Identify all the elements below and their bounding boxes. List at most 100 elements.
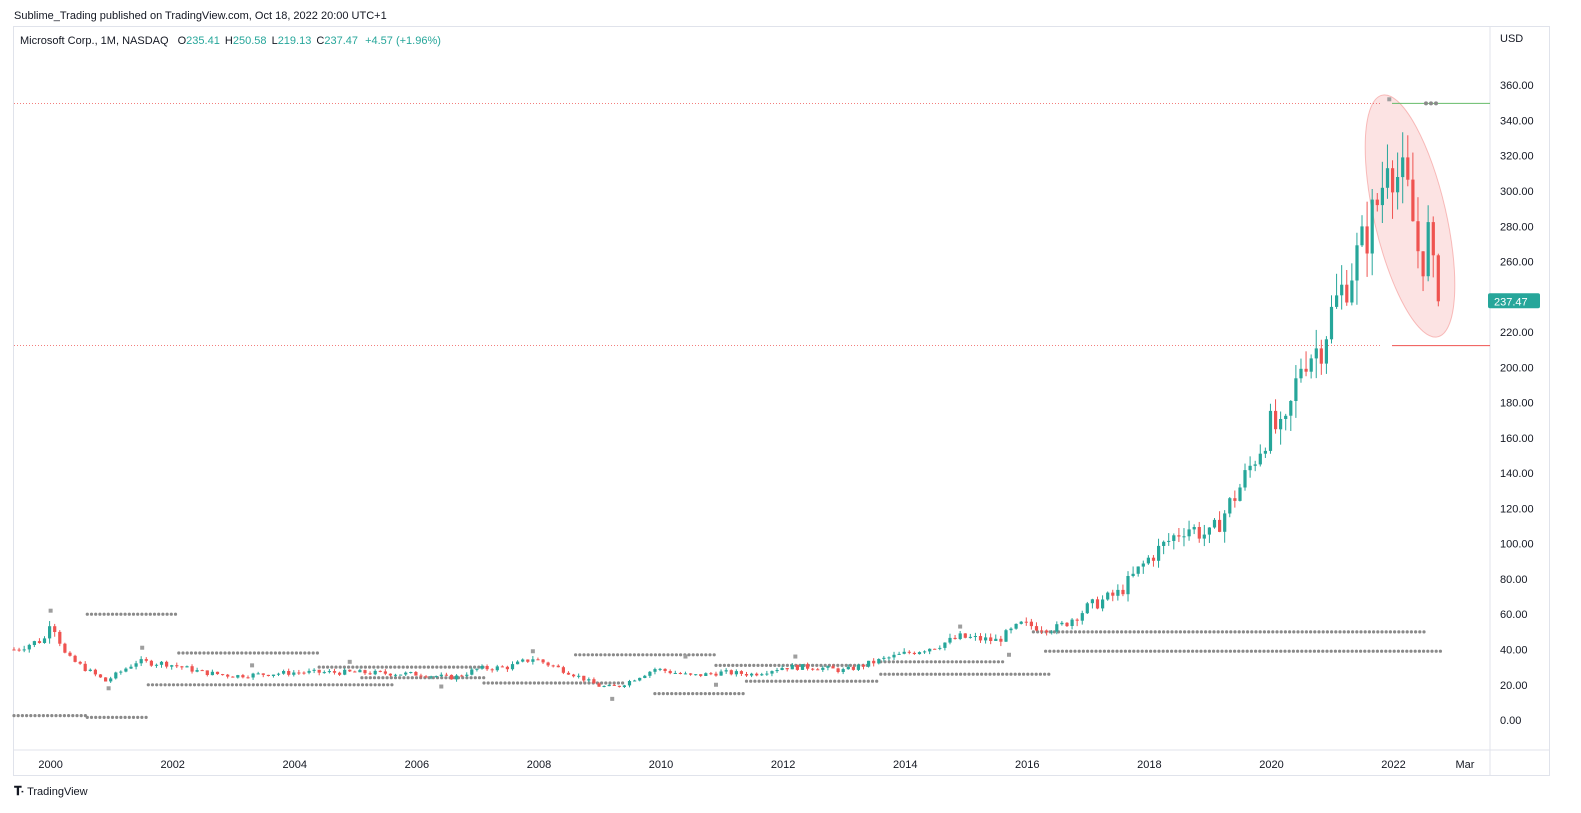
dotted-level-15 bbox=[1266, 649, 1270, 653]
dotted-level-15 bbox=[1182, 649, 1186, 653]
dotted-level-11 bbox=[753, 679, 757, 683]
dotted-level-15 bbox=[1321, 649, 1325, 653]
dotted-level-14 bbox=[1183, 630, 1187, 634]
dotted-level-14 bbox=[1401, 630, 1405, 634]
dotted-level-5 bbox=[326, 665, 330, 669]
dotted-level-5 bbox=[330, 665, 334, 669]
dotted-level-14 bbox=[1254, 630, 1258, 634]
candle-body bbox=[210, 671, 214, 676]
candle-body bbox=[1040, 630, 1044, 632]
dotted-level-14 bbox=[1279, 630, 1283, 634]
candle-body bbox=[729, 670, 733, 675]
dotted-level-13 bbox=[896, 660, 900, 664]
dotted-level-8 bbox=[637, 653, 641, 657]
candle-body bbox=[1426, 222, 1430, 277]
candle-body bbox=[556, 665, 560, 668]
dotted-level-12 bbox=[883, 672, 887, 676]
dotted-level-13 bbox=[971, 660, 975, 664]
candle-body bbox=[551, 665, 555, 667]
dotted-level-3 bbox=[209, 683, 213, 687]
dotted-level-10 bbox=[760, 663, 764, 668]
dotted-level-11 bbox=[866, 679, 870, 683]
candle-body bbox=[297, 672, 301, 674]
dotted-level-5 bbox=[338, 665, 342, 669]
dotted-level-6 bbox=[385, 676, 389, 680]
dotted-level-12 bbox=[1026, 672, 1030, 676]
dotted-level-1 bbox=[144, 715, 148, 720]
dotted-level-15 bbox=[1401, 649, 1405, 653]
dotted-level-7 bbox=[562, 681, 566, 685]
dotted-level-14 bbox=[1061, 630, 1065, 634]
dotted-level-15 bbox=[1060, 649, 1064, 653]
candle-body bbox=[165, 661, 169, 667]
dotted-level-3 bbox=[310, 683, 314, 687]
dotted-level-9 bbox=[699, 692, 703, 696]
candle-body bbox=[790, 665, 794, 670]
dotted-level-5 bbox=[368, 665, 372, 669]
dotted-level-5 bbox=[321, 665, 325, 669]
time-tick-label: 2010 bbox=[649, 759, 673, 771]
dotted-level-3 bbox=[369, 683, 373, 687]
candle-body bbox=[1131, 573, 1135, 576]
price-tick-label: 320.00 bbox=[1500, 151, 1534, 163]
dotted-level-6 bbox=[389, 676, 393, 680]
candle-body bbox=[83, 663, 87, 671]
dotted-level-15 bbox=[1056, 649, 1060, 653]
candle-body bbox=[1187, 529, 1191, 537]
candle-body bbox=[302, 672, 306, 674]
dotted-level-11 bbox=[816, 679, 820, 683]
dotted-level-2 bbox=[157, 612, 161, 616]
dotted-level-0 bbox=[50, 714, 54, 718]
candle-body bbox=[1014, 623, 1018, 629]
candle-body bbox=[653, 669, 657, 672]
candle-body bbox=[633, 680, 637, 682]
dotted-level-3 bbox=[218, 683, 222, 687]
candle-body bbox=[795, 665, 799, 670]
swing-marker-8 bbox=[683, 654, 688, 659]
dotted-level-14 bbox=[1409, 630, 1413, 634]
chart-frame[interactable] bbox=[13, 26, 1550, 776]
dotted-level-7 bbox=[532, 681, 537, 685]
dotted-level-4 bbox=[294, 651, 298, 655]
candle-body bbox=[709, 673, 713, 675]
time-tick-label: 2002 bbox=[160, 759, 184, 771]
dotted-level-5 bbox=[477, 665, 481, 669]
dotted-level-12 bbox=[912, 672, 917, 676]
dotted-level-12 bbox=[954, 672, 959, 676]
dotted-level-10 bbox=[773, 663, 777, 668]
dotted-level-15 bbox=[1245, 649, 1249, 653]
candle-body bbox=[383, 671, 387, 674]
candle-body bbox=[989, 637, 993, 641]
candle-body bbox=[444, 674, 448, 676]
dotted-level-5 bbox=[460, 665, 464, 669]
candle-body bbox=[404, 672, 408, 675]
dotted-level-2 bbox=[110, 612, 115, 616]
candle-body bbox=[877, 659, 881, 664]
dotted-level-8 bbox=[620, 653, 624, 657]
candle-body bbox=[1060, 622, 1064, 625]
candle-body bbox=[241, 675, 245, 678]
candle-body bbox=[292, 672, 296, 675]
dotted-level-5 bbox=[468, 665, 472, 669]
dotted-level-13 bbox=[975, 660, 980, 664]
dotted-level-7 bbox=[503, 681, 507, 685]
dotted-level-12 bbox=[975, 672, 980, 676]
candle-body bbox=[221, 674, 225, 676]
candle-body bbox=[602, 686, 606, 687]
dotted-level-15 bbox=[1384, 649, 1388, 653]
dotted-level-4 bbox=[282, 651, 286, 655]
candle-body bbox=[1202, 534, 1206, 539]
candle-body bbox=[480, 666, 484, 669]
time-tick-label: Mar bbox=[1455, 759, 1474, 771]
candle-body bbox=[897, 653, 901, 655]
dotted-level-3 bbox=[176, 683, 180, 687]
dotted-level-15 bbox=[1069, 649, 1073, 653]
candle-body bbox=[841, 669, 845, 672]
dotted-level-9 bbox=[674, 692, 678, 696]
candle-body bbox=[368, 673, 372, 675]
dotted-level-14 bbox=[1363, 630, 1367, 634]
time-tick-label: 2022 bbox=[1381, 759, 1405, 771]
dotted-level-14 bbox=[1170, 630, 1174, 634]
dotted-level-10 bbox=[731, 663, 735, 668]
